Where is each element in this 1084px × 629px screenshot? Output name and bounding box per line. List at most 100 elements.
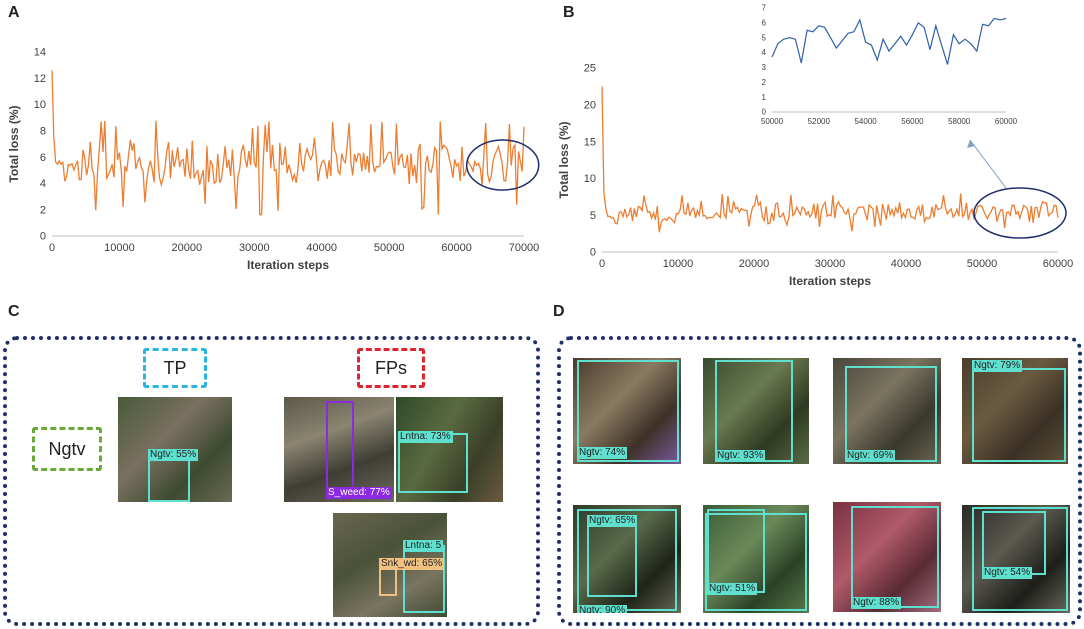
x-tick-label: 20000	[739, 258, 770, 270]
y-tick-label: 10	[34, 99, 46, 111]
detection-box	[577, 509, 677, 611]
panel-c-frame	[3, 336, 540, 626]
y-tick-label: 7	[762, 4, 767, 13]
y-tick-label: 4	[40, 178, 46, 190]
detection-label: Ngtv: 88%	[851, 597, 902, 609]
y-tick-label: 20	[584, 99, 596, 111]
loss-chart-a: 0 10000 20000 30000 40000 50000 60000 70000 0 2 4 6…	[7, 47, 540, 272]
detection-label: Ngtv: 90%	[577, 605, 628, 613]
fp-image-2: Lntna: 73%	[396, 397, 503, 502]
ngtv-row-label: Ngtv	[32, 427, 102, 471]
x-tick-label: 70000	[509, 242, 540, 254]
detection-box	[845, 366, 937, 462]
y-tick-label: 5	[590, 210, 596, 222]
d-image-7: Ngtv: 88%	[833, 502, 941, 612]
d-image-5: Ngtv: 65% Ngtv: 90%	[573, 505, 681, 613]
fp-image-3: Lntna: 5 Snk_wd: 65%	[333, 513, 447, 617]
x-tick-label: 50000	[761, 117, 784, 126]
series-line	[601, 86, 1059, 233]
d-image-2: Ngtv: 93%	[703, 358, 809, 464]
y-tick-label: 25	[584, 63, 596, 75]
detection-box	[403, 545, 445, 613]
y-axis-label: Total loss (%)	[557, 121, 571, 198]
x-tick-label: 52000	[808, 117, 831, 126]
detection-label: Ngtv: 69%	[845, 450, 896, 462]
d-image-4: Ngtv: 79%	[962, 358, 1068, 464]
y-tick-label: 5	[762, 33, 767, 42]
detection-label: Ngtv: 74%	[577, 447, 628, 459]
x-tick-label: 50000	[967, 258, 998, 270]
y-tick-label: 12	[34, 73, 46, 85]
detection-label: Ngtv: 51%	[707, 583, 758, 595]
panel-d-frame	[557, 336, 1082, 626]
y-tick-label: 0	[40, 231, 46, 243]
detection-label: S_weed: 77%	[326, 487, 392, 499]
x-tick-label: 56000	[901, 117, 924, 126]
detection-box	[972, 507, 1068, 611]
y-tick-label: 8	[40, 126, 46, 138]
x-tick-label: 54000	[854, 117, 877, 126]
panel-label-d: D	[553, 303, 565, 320]
highlight-ellipse	[465, 139, 540, 191]
y-tick-label: 6	[762, 19, 767, 28]
detection-box	[577, 360, 679, 462]
x-tick-label: 58000	[948, 117, 971, 126]
detection-label: Snk_wd: 65%	[379, 558, 445, 570]
x-tick-label: 0	[49, 242, 55, 254]
x-tick-label: 50000	[374, 242, 405, 254]
loss-chart-b: 0 10000 20000 30000 40000 50000 60000051015202…	[557, 4, 1074, 288]
y-tick-label: 3	[762, 63, 767, 72]
detection-box	[379, 568, 397, 596]
fps-header: FPs	[357, 348, 425, 388]
detection-box	[851, 506, 939, 608]
zoom-arrow	[969, 139, 1007, 189]
x-tick-label: 10000	[104, 242, 135, 254]
detection-label: Ngtv: 65%	[587, 515, 638, 527]
y-tick-label: 0	[762, 108, 767, 117]
detection-box	[705, 513, 807, 611]
detection-box	[148, 459, 190, 502]
d-image-8: Ngtv: 54%	[962, 505, 1070, 613]
x-tick-label: 40000	[891, 258, 922, 270]
detection-label: Ngtv: 79%	[972, 360, 1023, 372]
x-axis-label: Iteration steps	[789, 274, 871, 288]
x-tick-label: 10000	[663, 258, 694, 270]
fp-image-1: S_weed: 77%	[284, 397, 394, 502]
detection-box	[326, 401, 354, 489]
y-tick-label: 2	[762, 78, 767, 87]
tp-image: Ngtv: 55%	[118, 397, 232, 502]
tp-header: TP	[143, 348, 207, 388]
y-tick-label: 1	[762, 93, 767, 102]
y-axis-label: Total loss (%)	[7, 105, 21, 182]
x-tick-label: 60000	[995, 117, 1018, 126]
panel-label-b: B	[563, 4, 575, 21]
y-tick-label: 4	[762, 48, 767, 57]
detection-box	[972, 368, 1066, 462]
series-line	[51, 70, 525, 216]
x-tick-label: 60000	[441, 242, 472, 254]
x-tick-label: 40000	[306, 242, 337, 254]
panel-label-c: C	[8, 303, 20, 320]
d-image-3: Ngtv: 69%	[833, 358, 941, 464]
x-tick-label: 20000	[172, 242, 203, 254]
x-tick-label: 30000	[815, 258, 846, 270]
detection-label: Lntna: 5	[403, 540, 444, 552]
y-tick-label: 6	[40, 152, 46, 164]
detection-label: Ngtv: 55%	[148, 449, 199, 461]
d-image-1: Ngtv: 74%	[573, 358, 681, 464]
highlight-ellipse	[973, 187, 1067, 239]
y-tick-label: 2	[40, 204, 46, 216]
y-tick-label: 10	[584, 173, 596, 185]
detection-label: Lntna: 73%	[398, 431, 453, 443]
x-axis-label: Iteration steps	[247, 258, 329, 272]
series-line	[771, 17, 1007, 65]
detection-label: Ngtv: 54%	[982, 567, 1033, 579]
y-tick-label: 14	[34, 47, 46, 59]
x-tick-label: 60000	[1043, 258, 1074, 270]
zoom-arrowhead	[967, 140, 975, 148]
detection-label: Ngtv: 93%	[715, 450, 766, 462]
y-tick-label: 0	[590, 247, 596, 259]
x-tick-label: 30000	[239, 242, 270, 254]
d-image-6: Ngtv: 51%	[703, 505, 809, 613]
y-tick-label: 15	[584, 136, 596, 148]
